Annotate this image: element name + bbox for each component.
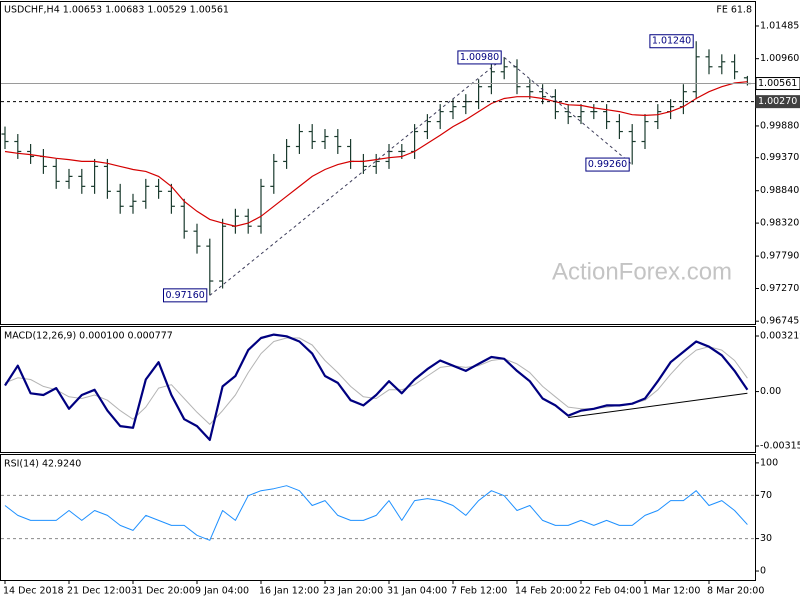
annotation-box (457, 50, 502, 65)
price-level-box (755, 95, 800, 109)
fibo-leg (503, 57, 633, 165)
y-tick-label: 0.00 (760, 386, 781, 397)
x-tick-label: 23 Jan 20:00 (323, 586, 383, 597)
price-level-label: 1.00561 (758, 78, 797, 89)
x-tick-label: 14 Dec 2018 (3, 586, 64, 597)
macd-frame (0, 326, 756, 453)
annotation-label: 0.99260 (588, 159, 627, 170)
y-tick-label: 0.96745 (760, 316, 799, 327)
y-tick-label: -0.003153 (760, 441, 800, 452)
y-tick-label: 0.99370 (760, 152, 799, 163)
y-tick-label: 100 (760, 457, 778, 468)
annotation-label: 1.00980 (460, 52, 499, 63)
y-tick-label: 0.98840 (760, 185, 799, 196)
x-tick-label: 22 Feb 04:00 (579, 586, 641, 597)
y-tick-label: 0.97270 (760, 283, 799, 294)
y-tick-label: 0.97790 (760, 251, 799, 262)
price-frame (0, 1, 756, 325)
annotation-box (163, 288, 208, 303)
y-tick-label: 1.01485 (760, 20, 799, 31)
y-tick-label: 0 (760, 566, 766, 577)
watermark: ActionForex.com (552, 258, 732, 285)
moving-average (4, 81, 748, 227)
x-tick-label: 9 Jan 04:00 (195, 586, 249, 597)
annotation-label: 0.97160 (166, 290, 205, 301)
price-level-label: 1.00270 (758, 96, 797, 107)
indicator-line (4, 485, 748, 541)
y-tick-label: 0.003219 (760, 330, 800, 341)
trend-line (568, 392, 748, 418)
x-tick-label: 1 Mar 12:00 (643, 586, 700, 597)
annotation-box (649, 34, 694, 49)
x-tick-label: 8 Mar 20:00 (707, 586, 764, 597)
indicator-label: FE 61.8 (716, 5, 752, 16)
x-tick-label: 21 Dec 12:00 (67, 586, 131, 597)
rsi-frame (0, 454, 756, 581)
y-tick-label: 0.98320 (760, 218, 799, 229)
indicator-line (4, 333, 749, 441)
price-level-box (755, 77, 800, 91)
y-tick-label: 70 (760, 490, 772, 501)
y-tick-label: 30 (760, 533, 772, 544)
x-tick-label: 7 Feb 12:00 (451, 586, 507, 597)
y-tick-label: 0.99880 (760, 120, 799, 131)
x-tick-label: 16 Jan 12:00 (259, 586, 319, 597)
macd-title: MACD(12,26,9) 0.000100 0.000777 (4, 331, 173, 342)
annotation-label: 1.01240 (652, 36, 691, 47)
price-title: USDCHF,H4 1.00653 1.00683 1.00529 1.0056… (4, 5, 229, 16)
x-tick-label: 14 Feb 20:00 (515, 586, 577, 597)
x-tick-label: 31 Dec 20:00 (131, 586, 195, 597)
rsi-title: RSI(14) 42.9240 (4, 459, 81, 470)
annotation-box (585, 157, 630, 172)
x-tick-label: 31 Jan 04:00 (387, 586, 447, 597)
y-tick-label: 1.00960 (760, 53, 799, 64)
